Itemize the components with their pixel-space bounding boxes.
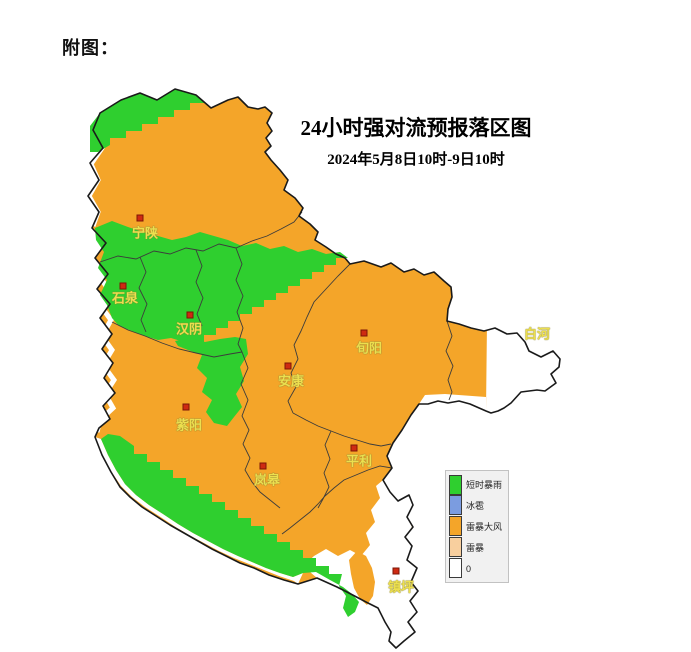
city-marker xyxy=(186,311,194,319)
rain-patch-northwest xyxy=(90,89,206,152)
city-marker xyxy=(284,362,292,370)
legend-swatch xyxy=(449,537,462,557)
county-border-shiquan-east xyxy=(195,249,204,327)
legend-swatch xyxy=(449,474,462,495)
rain-patch-central-band xyxy=(95,221,348,347)
gale-tail-south xyxy=(349,551,375,605)
zero-margin-west-lower xyxy=(94,274,118,433)
city-label: 安康 xyxy=(277,373,305,389)
zero-strip-southeast xyxy=(419,394,486,411)
city-marker xyxy=(136,214,144,222)
city-marker xyxy=(350,444,358,452)
city-marker xyxy=(392,567,400,575)
county-border-langao-pingli xyxy=(317,430,332,509)
legend-label: 0 xyxy=(466,563,472,574)
city-label: 岚皋 xyxy=(253,472,281,488)
city-label: 平利 xyxy=(345,453,373,469)
county-border-pingli-north xyxy=(292,412,392,447)
map-legend: 短时暴雨冰雹雷暴大风雷暴 0 xyxy=(445,470,510,583)
rain-patch-southwest-band xyxy=(101,434,359,617)
city-marker xyxy=(119,282,127,290)
city-marker xyxy=(182,403,190,411)
map-subtitle: 2024年5月8日10时-9日10时 xyxy=(327,152,505,168)
rain-patch-ziyang-tail xyxy=(175,337,248,426)
county-border-pingli-zhenping xyxy=(281,465,393,535)
legend-items: 短时暴雨冰雹雷暴大风雷暴 0 xyxy=(449,474,502,579)
legend-swatch xyxy=(449,516,462,536)
legend-item: 短时暴雨 xyxy=(449,474,502,495)
legend-label: 短时暴雨 xyxy=(466,480,503,490)
city-label: 石泉 xyxy=(111,290,139,306)
county-borders xyxy=(99,211,454,535)
legend-label: 雷暴大风 xyxy=(466,522,503,532)
figure-caption: 附图： xyxy=(62,38,119,58)
prefecture-boundary xyxy=(87,88,561,649)
city-marker xyxy=(360,329,368,337)
legend-item: 冰雹 xyxy=(449,495,502,516)
legend-item: 雷暴 xyxy=(449,537,502,558)
legend-swatch xyxy=(449,558,462,578)
county-border-hanjiang xyxy=(111,321,243,358)
county-border-ziyang-langao xyxy=(240,351,281,509)
legend-item: 0 xyxy=(449,558,502,579)
city-label: 汉阴 xyxy=(175,321,203,337)
legend-item: 雷暴大风 xyxy=(449,516,502,537)
county-border-ningshan-south xyxy=(99,211,303,263)
county-border-shiquan-west xyxy=(138,256,148,333)
city-marker xyxy=(259,462,267,470)
city-label: 紫阳 xyxy=(175,417,203,433)
city-label: 镇坪 xyxy=(387,579,415,595)
city-label: 白河 xyxy=(523,326,551,342)
map-title: 24小时强对流预报落区图 xyxy=(300,116,532,140)
legend-label: 雷暴 xyxy=(466,543,485,553)
legend-swatch xyxy=(449,495,462,515)
legend-label: 冰雹 xyxy=(466,501,485,511)
county-border-hanyin-east xyxy=(235,247,244,353)
county-border-xunyang-west xyxy=(287,263,351,414)
county-border-xunyang-baihe xyxy=(445,320,454,401)
city-label: 旬阳 xyxy=(355,340,383,356)
city-label: 宁陕 xyxy=(131,225,159,241)
